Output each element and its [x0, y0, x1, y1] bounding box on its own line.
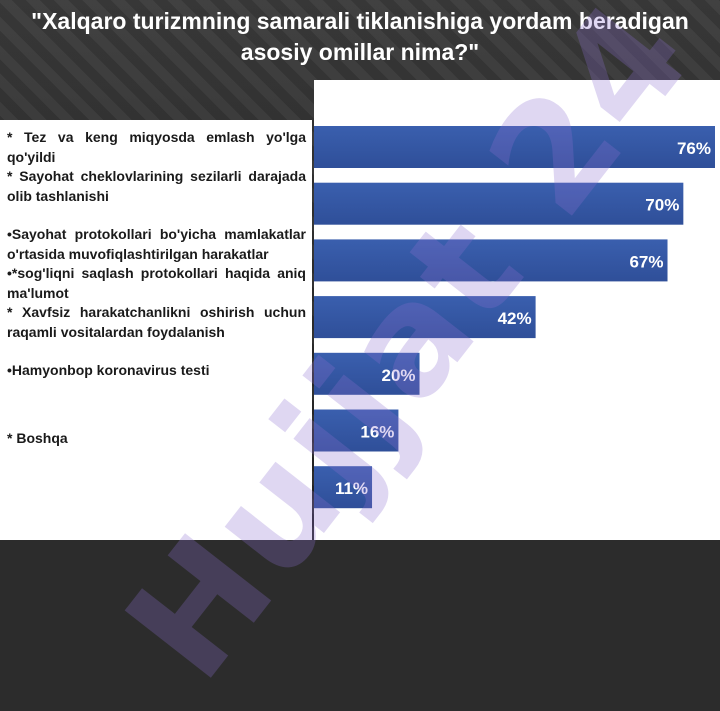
- bar-1: [314, 182, 684, 225]
- factor-item: •Sayohat protokollari bo'yicha mamlakatl…: [7, 226, 306, 262]
- bar-6: [314, 466, 373, 509]
- bar-label-0: 76%: [677, 139, 711, 158]
- bar-2: [314, 239, 668, 282]
- factor-item: * Tez va keng miqyosda emlash yo'lga qo'…: [7, 129, 306, 165]
- bar-label-6: 11%: [335, 479, 368, 498]
- bar-5: [314, 409, 399, 452]
- bar-label-3: 42%: [498, 309, 532, 328]
- bar-3: [314, 296, 536, 339]
- text-panel: [0, 120, 312, 540]
- factor-list: * Tez va keng miqyosda emlash yo'lga qo'…: [7, 128, 306, 448]
- bar-label-2: 67%: [629, 252, 663, 271]
- bar-4: [314, 352, 420, 395]
- bar-label-5: 16%: [360, 423, 394, 442]
- bar-label-4: 20%: [381, 366, 415, 385]
- factor-item: •*sog'liqni saqlash protokollari haqida …: [7, 265, 306, 301]
- bar-0: [314, 126, 715, 168]
- factor-item: * Sayohat cheklovlarining sezilarli dara…: [7, 168, 306, 204]
- bar-chart: 76% 70% 67% 42% 20% 16% 11%: [314, 126, 715, 509]
- factor-item: •Hamyonbop koronavirus testi: [7, 362, 210, 378]
- chart-panel: 76% 70% 67% 42% 20% 16% 11%: [314, 80, 720, 540]
- factor-item: * Boshqa: [7, 429, 68, 446]
- bar-label-1: 70%: [645, 196, 679, 215]
- slide-title: "Xalqaro turizmning samarali tiklanishig…: [31, 8, 689, 65]
- factor-item: * Xavfsiz harakatchanlikni oshirish uchu…: [7, 304, 306, 340]
